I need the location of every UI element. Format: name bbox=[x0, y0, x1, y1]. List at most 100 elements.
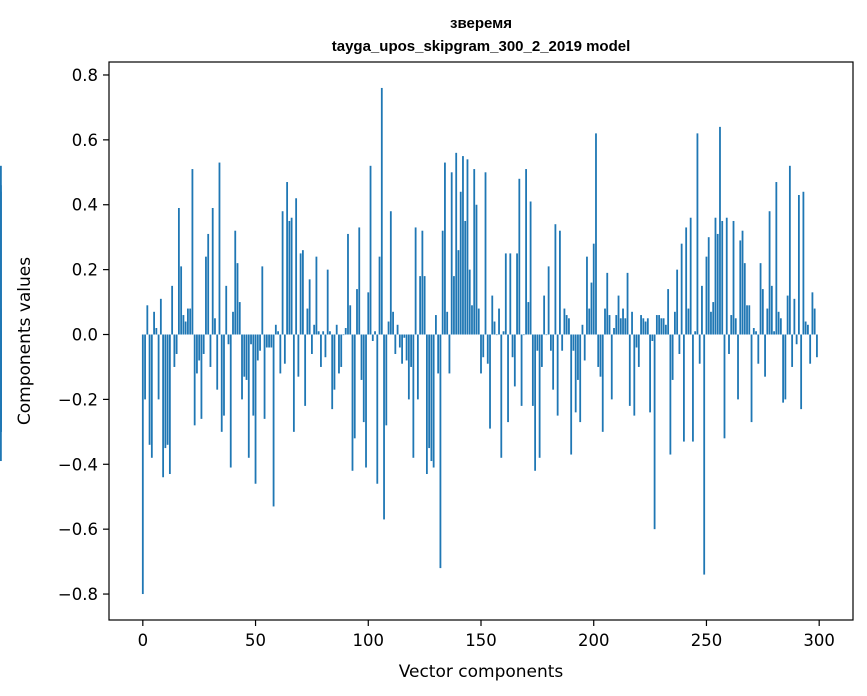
bar-component-78 bbox=[317, 331, 320, 335]
bar-component-295 bbox=[807, 324, 809, 335]
bar-component-279 bbox=[770, 285, 773, 335]
bar-component-144 bbox=[466, 159, 469, 335]
bar-component-187 bbox=[563, 308, 566, 335]
bar-component-100 bbox=[367, 292, 370, 335]
bar-component-72 bbox=[304, 334, 307, 406]
bar-component-54 bbox=[263, 334, 266, 419]
bar-component-289 bbox=[793, 298, 796, 335]
bar-component-276 bbox=[764, 334, 766, 377]
bar-component-104 bbox=[376, 334, 379, 484]
bar-component-198 bbox=[588, 308, 591, 335]
bar-component-108 bbox=[385, 334, 388, 426]
bar-component-84 bbox=[331, 334, 334, 410]
chart-title-line1: зверемя bbox=[450, 15, 512, 32]
bar-component-113 bbox=[396, 324, 399, 335]
bar-component-229 bbox=[658, 315, 661, 335]
bar-component-6 bbox=[155, 328, 158, 335]
bar-component-214 bbox=[624, 318, 627, 335]
bar-component-46 bbox=[245, 334, 248, 380]
bar-component-65 bbox=[288, 220, 291, 335]
bar-component-245 bbox=[694, 331, 697, 335]
bar-component-115 bbox=[401, 334, 403, 364]
bar-component-228 bbox=[655, 315, 658, 335]
bar-component-71 bbox=[301, 250, 304, 335]
bar-component-22 bbox=[191, 169, 194, 335]
bar-component-204 bbox=[601, 334, 604, 432]
bar-component-183 bbox=[554, 224, 557, 335]
bar-component-210 bbox=[615, 315, 618, 335]
bar-component-181 bbox=[549, 334, 552, 351]
bar-component-148 bbox=[475, 204, 478, 335]
bar-component-151 bbox=[482, 334, 485, 358]
bar-component-12 bbox=[168, 334, 171, 475]
bar-component-150 bbox=[480, 334, 482, 374]
bar-component-241 bbox=[685, 227, 688, 335]
bar-component-167 bbox=[518, 178, 521, 335]
bar-component-86 bbox=[335, 324, 338, 335]
bar-component-159 bbox=[500, 334, 503, 458]
bar-component-137 bbox=[450, 172, 453, 335]
bar-component-73 bbox=[306, 308, 309, 335]
bar-component-260 bbox=[728, 334, 730, 354]
bar-component-283 bbox=[779, 318, 782, 335]
bar-component-10 bbox=[164, 334, 167, 449]
bar-component-0 bbox=[141, 334, 144, 595]
bar-component-117 bbox=[405, 334, 408, 361]
bar-component-190 bbox=[570, 334, 573, 455]
bar-component-275 bbox=[761, 289, 764, 335]
bar-component-259 bbox=[725, 217, 728, 335]
bar-component-288 bbox=[791, 334, 794, 367]
bar-component-66 bbox=[290, 217, 293, 335]
bar-component-97 bbox=[360, 334, 363, 380]
bar-component-234 bbox=[669, 334, 672, 455]
bar-component-233 bbox=[667, 289, 670, 335]
bar-component-59 bbox=[274, 324, 277, 335]
bar-component-185 bbox=[559, 230, 561, 335]
bar-component-2 bbox=[146, 305, 149, 335]
bar-component-50 bbox=[254, 334, 257, 484]
bar-component-91 bbox=[347, 233, 349, 335]
bar-component-278 bbox=[768, 211, 771, 335]
bar-component-263 bbox=[734, 318, 737, 335]
bar-component-176 bbox=[538, 334, 541, 458]
bar-component-41 bbox=[234, 230, 237, 335]
bar-component-291 bbox=[797, 195, 800, 335]
bar-component-133 bbox=[441, 230, 444, 335]
bar-component-120 bbox=[412, 334, 415, 458]
bar-component-205 bbox=[604, 308, 606, 335]
bar-component-81 bbox=[324, 334, 327, 358]
bar-component-26 bbox=[200, 334, 203, 419]
bar-component-139 bbox=[455, 152, 458, 335]
bar-component-262 bbox=[732, 220, 735, 335]
bar-component-267 bbox=[743, 263, 746, 335]
bar-component-232 bbox=[664, 324, 667, 335]
y-axis-ticks: −0.8 −0.6 −0.4 −0.2 0.0 0.2 0.4 0.6 0.8 bbox=[58, 66, 109, 604]
bar-component-107 bbox=[383, 334, 385, 520]
bar-component-298 bbox=[813, 308, 816, 335]
bar-component-53 bbox=[261, 266, 264, 335]
bar-component-95 bbox=[356, 289, 358, 335]
bar-component-173 bbox=[531, 334, 534, 406]
bar-component-208 bbox=[610, 334, 613, 400]
bar-component-142 bbox=[462, 156, 464, 335]
bar-component-179 bbox=[545, 334, 548, 336]
bar-component-39 bbox=[229, 334, 232, 468]
bar-component-44 bbox=[241, 334, 243, 400]
bar-component-163 bbox=[509, 253, 512, 335]
bar-component-189 bbox=[568, 318, 570, 335]
bar-component-203 bbox=[599, 334, 602, 377]
bar-component-165 bbox=[513, 334, 516, 387]
bar-component-180 bbox=[547, 266, 550, 335]
bar-component-225 bbox=[649, 334, 651, 413]
bar-component-64 bbox=[286, 182, 289, 335]
bar-component-265 bbox=[739, 240, 742, 335]
bar-component-213 bbox=[622, 308, 624, 335]
bar-component-282 bbox=[777, 311, 780, 335]
bar-component-222 bbox=[642, 318, 645, 335]
bar-component-257 bbox=[721, 220, 724, 335]
bar-component-293 bbox=[802, 191, 805, 335]
bar-component-268 bbox=[746, 305, 748, 335]
bar-component-177 bbox=[540, 334, 543, 367]
bar-component-199 bbox=[590, 282, 593, 335]
